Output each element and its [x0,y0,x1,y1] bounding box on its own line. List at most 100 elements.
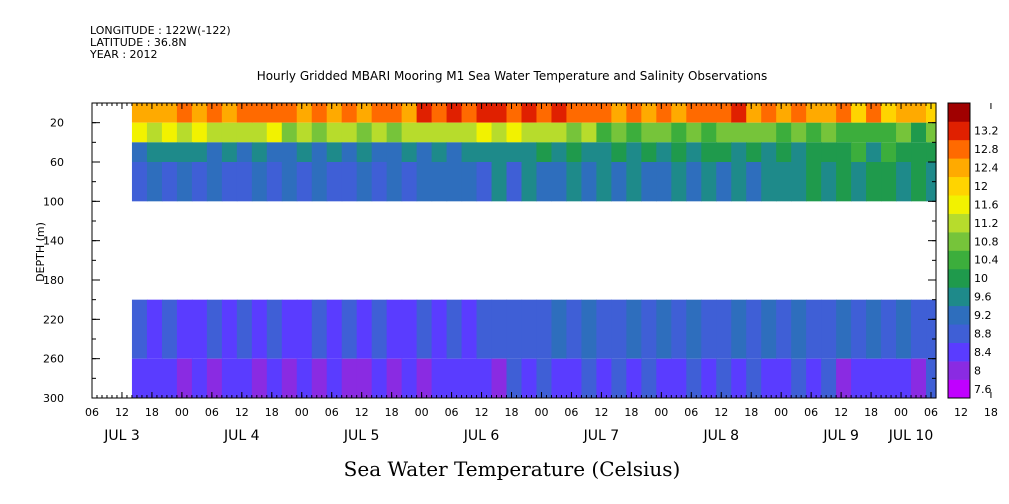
heatmap-cell [311,122,328,143]
heatmap-cell [761,103,777,123]
heatmap-cell [836,299,852,359]
latitude-label: LATITUDE : 36.8N [90,36,187,49]
heatmap-cell [311,103,328,123]
heatmap-cell [536,358,553,398]
heatmap-cell [551,122,568,143]
heatmap-cell [686,162,702,202]
heatmap-cell [311,142,328,162]
heatmap-cell [611,358,627,398]
heatmap-cell [161,162,178,202]
heatmap-cell [671,162,687,202]
heatmap-cell [566,122,583,143]
x-hour-label: 18 [744,406,758,419]
heatmap-cell [701,299,717,359]
x-hour-label: 12 [115,406,129,419]
heatmap-cell [671,103,687,123]
heatmap-cell [701,122,717,143]
x-day-label: JUL 10 [888,428,933,444]
heatmap-cell [236,358,253,398]
heatmap-cell [221,103,238,123]
heatmap-cell [386,122,403,143]
heatmap-cell [656,299,672,359]
heatmap-cell [326,162,343,202]
heatmap-cell [626,142,642,162]
heatmap-cell [671,358,687,398]
heatmap-cell [611,122,627,143]
heatmap-cell [851,122,867,143]
x-hour-label: 06 [85,406,99,419]
heatmap-cell [926,142,937,162]
heatmap-cell [521,122,538,143]
colorbar-label: 10.8 [974,235,999,248]
heatmap-cell [161,142,178,162]
heatmap-cell [896,162,912,202]
heatmap-cell [926,358,937,398]
heatmap-cell [611,299,627,359]
heatmap-cell [716,299,732,359]
colorbar-label: 11.6 [974,198,999,211]
heatmap-cell [851,162,867,202]
heatmap-cell [506,142,523,162]
colorbar-swatch [948,324,970,343]
heatmap-cell [881,299,897,359]
heatmap-cell [596,122,612,143]
heatmap-cell [581,299,597,359]
colorbar: 7.6 8 8.4 8.8 9.2 9.6 10 10.4 10.8 11.2 11.6 12 12.4… [947,102,999,399]
heatmap-cell [401,103,418,123]
heatmap-cell [566,142,583,162]
heatmap-cell [191,142,208,162]
heatmap-cell [611,103,627,123]
heatmap-cell [791,162,807,202]
heatmap-cell [416,103,433,123]
heatmap-cell [596,358,612,398]
heatmap-cell [686,103,702,123]
heatmap-cell [356,122,373,143]
heatmap-cell [251,142,268,162]
heatmap-cell [596,103,612,123]
heatmap-cell [776,299,792,359]
heatmap-cell [566,299,583,359]
heatmap-cell [461,358,478,398]
x-hour-label: 18 [505,406,519,419]
heatmap-cell [731,358,747,398]
heatmap-cell [251,299,268,359]
y-tick-label: 60 [50,156,64,169]
heatmap-cell [506,299,523,359]
heatmap-cell [821,122,837,143]
heatmap-cell [311,299,328,359]
heatmap-cell [716,103,732,123]
heatmap-cell [206,299,223,359]
colorbar-swatch [948,232,970,251]
heatmap-cell [146,358,163,398]
x-hour-label: 18 [145,406,159,419]
heatmap-cell [176,299,193,359]
heatmap-cell [581,142,597,162]
heatmap-cell [146,103,163,123]
heatmap-cell [446,299,463,359]
colorbar-label: 8.8 [974,327,992,340]
heatmap-cell [731,299,747,359]
heatmap-cell [851,358,867,398]
colorbar-swatch [948,121,970,141]
plot-frame [91,102,937,399]
heatmap-cell [341,142,358,162]
heatmap-cell [716,142,732,162]
heatmap-cell [296,142,313,162]
heatmap-cell [866,299,882,359]
x-hour-label: 00 [175,406,189,419]
heatmap-cell [356,299,373,359]
heatmap-cell [191,103,208,123]
heatmap-cell [806,299,822,359]
heatmap-cell [236,162,253,202]
heatmap-cell [551,358,568,398]
heatmap-cell [446,358,463,398]
heatmap-cell [911,162,927,202]
heatmap-cell [506,162,523,202]
x-hour-label: 00 [654,406,668,419]
heatmap-cell [911,103,927,123]
heatmap-cell [806,122,822,143]
heatmap-cell [821,358,837,398]
heatmap-cell [311,162,328,202]
heatmap-cell [626,162,642,202]
heatmap-cell [641,122,657,143]
